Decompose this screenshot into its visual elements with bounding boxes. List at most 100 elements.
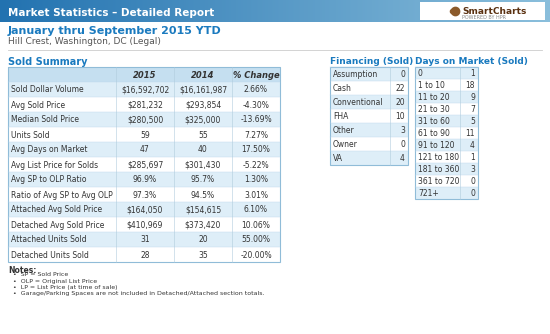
Text: 96.9%: 96.9% (133, 175, 157, 184)
Text: •  Garage/Parking Spaces are not included in Detached/Attached section totals.: • Garage/Parking Spaces are not included… (13, 291, 265, 296)
FancyBboxPatch shape (415, 187, 478, 199)
Text: Median Sold Price: Median Sold Price (11, 116, 79, 125)
Text: % Change: % Change (233, 70, 279, 79)
FancyBboxPatch shape (8, 247, 280, 262)
Text: $410,969: $410,969 (127, 220, 163, 229)
FancyBboxPatch shape (330, 95, 408, 109)
Text: $325,000: $325,000 (185, 116, 221, 125)
Text: Units Sold: Units Sold (11, 131, 49, 140)
FancyBboxPatch shape (415, 127, 478, 139)
Text: $301,430: $301,430 (185, 161, 221, 169)
Text: 3: 3 (400, 126, 405, 135)
Text: 31: 31 (140, 235, 150, 244)
Text: 121 to 180: 121 to 180 (418, 153, 459, 162)
Text: 35: 35 (198, 250, 208, 260)
Text: $154,615: $154,615 (185, 205, 221, 214)
Text: 40: 40 (198, 146, 208, 155)
FancyBboxPatch shape (8, 202, 280, 217)
FancyBboxPatch shape (8, 112, 280, 127)
FancyBboxPatch shape (420, 2, 545, 20)
Text: -13.69%: -13.69% (240, 116, 272, 125)
Text: 0: 0 (470, 189, 475, 198)
FancyBboxPatch shape (415, 139, 478, 151)
Text: 21 to 30: 21 to 30 (418, 105, 450, 114)
FancyBboxPatch shape (330, 151, 408, 165)
FancyBboxPatch shape (8, 97, 280, 112)
FancyBboxPatch shape (8, 127, 280, 142)
Text: Hill Crest, Washington, DC (Legal): Hill Crest, Washington, DC (Legal) (8, 36, 161, 45)
Text: Avg Days on Market: Avg Days on Market (11, 146, 87, 155)
Text: 181 to 360: 181 to 360 (418, 165, 459, 174)
Text: 94.5%: 94.5% (191, 190, 215, 199)
Text: -4.30%: -4.30% (243, 101, 270, 110)
FancyBboxPatch shape (415, 151, 478, 163)
FancyBboxPatch shape (8, 67, 280, 82)
Text: 1 to 10: 1 to 10 (418, 81, 445, 90)
FancyBboxPatch shape (330, 109, 408, 123)
Text: 361 to 720: 361 to 720 (418, 177, 459, 186)
Text: $285,697: $285,697 (127, 161, 163, 169)
Text: 2.66%: 2.66% (244, 86, 268, 95)
Text: 59: 59 (140, 131, 150, 140)
Text: 20: 20 (198, 235, 208, 244)
Text: 1: 1 (470, 153, 475, 162)
Text: Attached Units Sold: Attached Units Sold (11, 235, 87, 244)
Text: Sold Dollar Volume: Sold Dollar Volume (11, 86, 84, 95)
Text: 2015: 2015 (133, 70, 157, 79)
Text: 0: 0 (400, 70, 405, 79)
FancyBboxPatch shape (415, 91, 478, 103)
Text: 7: 7 (470, 105, 475, 114)
Text: 61 to 90: 61 to 90 (418, 129, 450, 138)
Text: 0: 0 (418, 69, 423, 78)
Text: Sold Summary: Sold Summary (8, 57, 87, 67)
Text: $373,420: $373,420 (185, 220, 221, 229)
FancyBboxPatch shape (415, 79, 478, 91)
FancyBboxPatch shape (8, 142, 280, 157)
FancyBboxPatch shape (8, 172, 280, 187)
Text: $281,232: $281,232 (127, 101, 163, 110)
Text: 97.3%: 97.3% (133, 190, 157, 199)
Text: 7.27%: 7.27% (244, 131, 268, 140)
Text: Detached Units Sold: Detached Units Sold (11, 250, 89, 260)
Text: Detached Avg Sold Price: Detached Avg Sold Price (11, 220, 104, 229)
Text: 10.06%: 10.06% (241, 220, 271, 229)
Text: Attached Avg Sold Price: Attached Avg Sold Price (11, 205, 102, 214)
Text: 55: 55 (198, 131, 208, 140)
Text: 5: 5 (470, 117, 475, 126)
Text: 3.01%: 3.01% (244, 190, 268, 199)
Text: 55.00%: 55.00% (241, 235, 271, 244)
FancyBboxPatch shape (8, 187, 280, 202)
Text: -20.00%: -20.00% (240, 250, 272, 260)
FancyBboxPatch shape (415, 115, 478, 127)
Text: Conventional: Conventional (333, 98, 384, 107)
Text: Ratio of Avg SP to Avg OLP: Ratio of Avg SP to Avg OLP (11, 190, 113, 199)
Text: FHA: FHA (333, 112, 348, 121)
FancyBboxPatch shape (330, 137, 408, 151)
Text: 22: 22 (395, 84, 405, 93)
FancyBboxPatch shape (330, 123, 408, 137)
Text: January thru September 2015 YTD: January thru September 2015 YTD (8, 26, 222, 36)
Text: 11: 11 (465, 129, 475, 138)
Text: 10: 10 (395, 112, 405, 121)
Text: $280,500: $280,500 (127, 116, 163, 125)
Text: 17.50%: 17.50% (241, 146, 271, 155)
Text: Days on Market (Sold): Days on Market (Sold) (415, 57, 528, 66)
Text: 1.30%: 1.30% (244, 175, 268, 184)
Text: 47: 47 (140, 146, 150, 155)
Text: Financing (Sold): Financing (Sold) (330, 57, 413, 66)
Text: Avg SP to OLP Ratio: Avg SP to OLP Ratio (11, 175, 86, 184)
FancyBboxPatch shape (330, 67, 408, 81)
Text: 721+: 721+ (418, 189, 439, 198)
Text: 6.10%: 6.10% (244, 205, 268, 214)
Text: 28: 28 (140, 250, 150, 260)
Text: 95.7%: 95.7% (191, 175, 215, 184)
FancyBboxPatch shape (415, 67, 478, 79)
Text: Cash: Cash (333, 84, 352, 93)
Text: 9: 9 (470, 93, 475, 102)
Text: 11 to 20: 11 to 20 (418, 93, 450, 102)
FancyBboxPatch shape (415, 103, 478, 115)
Text: $293,854: $293,854 (185, 101, 221, 110)
Text: 0: 0 (400, 140, 405, 149)
Text: 2014: 2014 (191, 70, 214, 79)
FancyBboxPatch shape (8, 82, 280, 97)
